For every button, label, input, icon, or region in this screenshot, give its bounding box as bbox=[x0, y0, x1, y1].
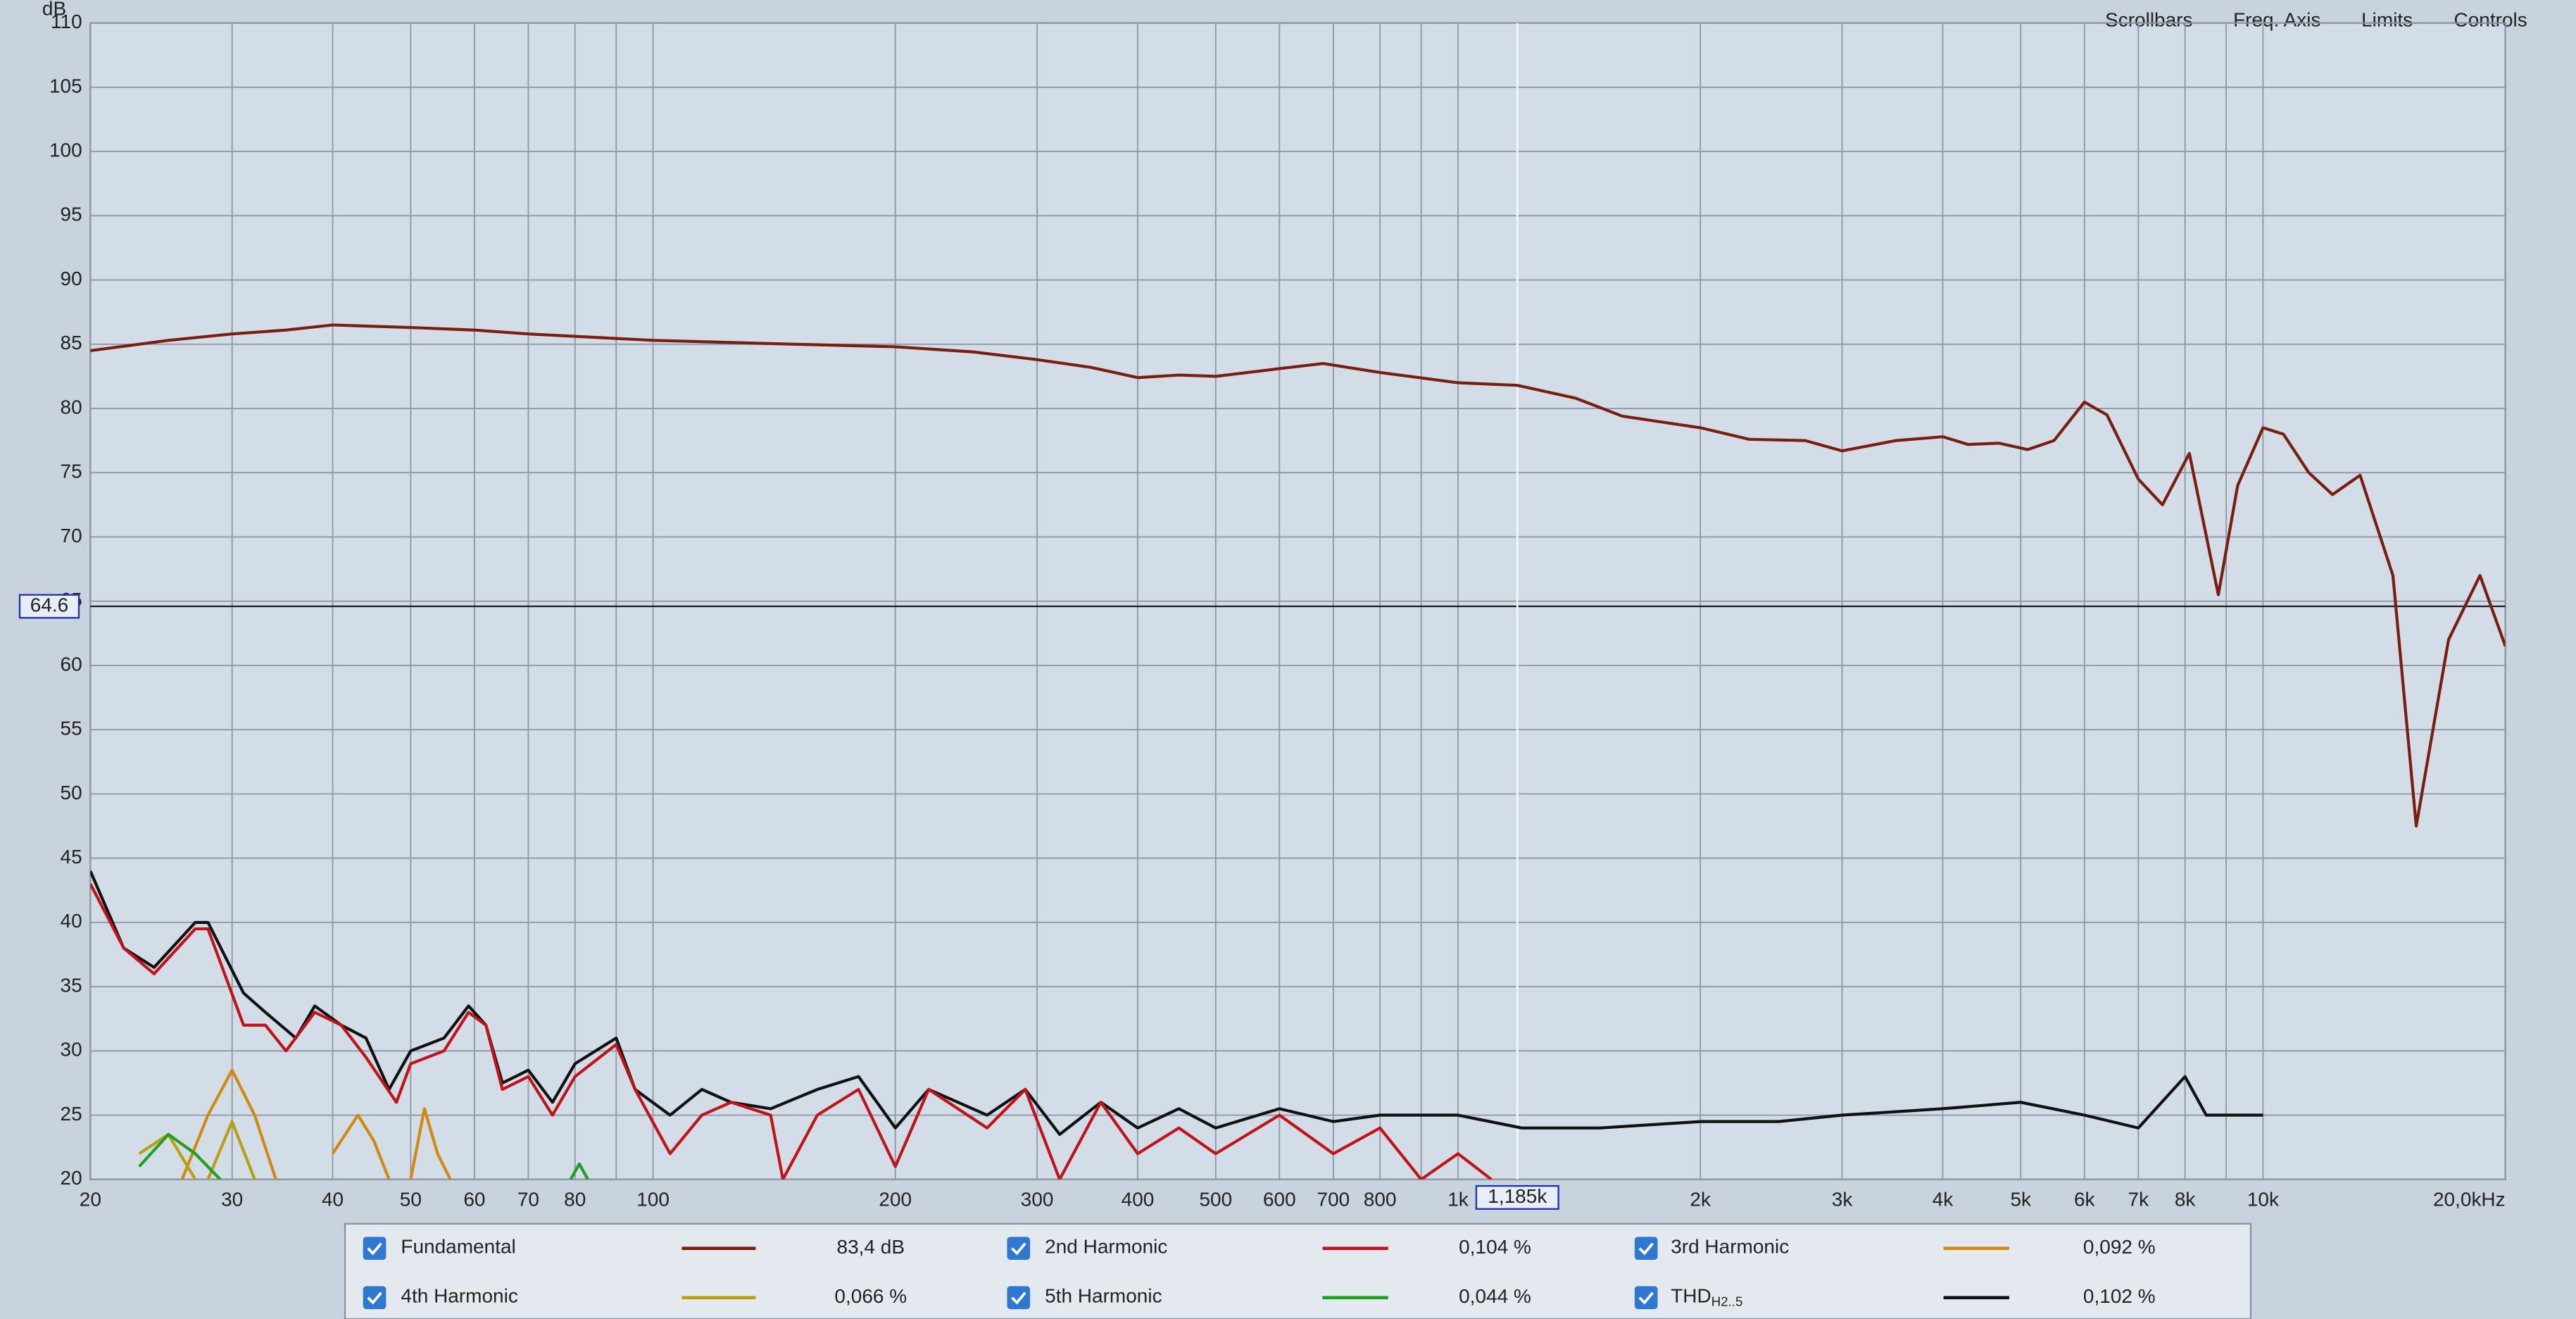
legend-name: 4th Harmonic bbox=[401, 1285, 517, 1307]
x-tick-label: 10k bbox=[2247, 1188, 2280, 1210]
series-line bbox=[180, 1068, 452, 1180]
legend-name: Fundamental bbox=[401, 1236, 515, 1258]
y-unit: dB bbox=[42, 0, 66, 19]
cursor-x-label: 1,185k bbox=[1488, 1185, 1547, 1207]
legend-readout: 0,092 % bbox=[2083, 1236, 2156, 1258]
x-tick-label: 6k bbox=[2074, 1188, 2096, 1210]
x-tick-label: 4k bbox=[1933, 1188, 1954, 1210]
legend-checkbox[interactable] bbox=[363, 1286, 387, 1310]
y-tick-label: 105 bbox=[49, 75, 82, 96]
legend-name: THD bbox=[1671, 1285, 1711, 1307]
x-tick-label: 20 bbox=[80, 1188, 101, 1210]
labels: 2025303540455055606570758085909510010511… bbox=[18, 11, 2506, 1310]
toolbar: Scrollbars Freq. Axis Limits Controls bbox=[2105, 9, 2527, 31]
legend-checkbox[interactable] bbox=[1634, 1237, 1658, 1261]
legend-readout: 0,044 % bbox=[1459, 1285, 1531, 1307]
x-tick-label: 600 bbox=[1263, 1188, 1296, 1210]
cursor-y-label: 64.6 bbox=[30, 594, 68, 615]
x-tick-label: 2k bbox=[1690, 1188, 1711, 1210]
legend bbox=[344, 1223, 2252, 1319]
series-line bbox=[90, 323, 2506, 828]
y-tick-label: 70 bbox=[61, 525, 82, 546]
x-tick-label: 40 bbox=[322, 1188, 344, 1210]
legend-label: Fundamental bbox=[401, 1236, 515, 1258]
y-tick-label: 30 bbox=[61, 1039, 82, 1061]
legend-checkbox[interactable] bbox=[363, 1237, 387, 1261]
toolbar-button[interactable]: Controls bbox=[2454, 9, 2527, 31]
legend-check[interactable] bbox=[1011, 1242, 1026, 1256]
legend-readout: 0,102 % bbox=[2083, 1285, 2156, 1307]
y-tick-label: 55 bbox=[61, 718, 82, 739]
legend-check[interactable] bbox=[1638, 1242, 1654, 1256]
y-tick-label: 40 bbox=[61, 910, 82, 932]
x-tick-label: 400 bbox=[1121, 1188, 1155, 1210]
y-tick-label: 95 bbox=[61, 204, 82, 225]
x-tick-label: 60 bbox=[463, 1188, 485, 1210]
legend-checkbox[interactable] bbox=[1007, 1286, 1031, 1310]
y-tick-label: 50 bbox=[61, 782, 82, 804]
x-tick-label: 20,0kHz bbox=[2433, 1188, 2506, 1210]
legend-label: 2nd Harmonic bbox=[1045, 1236, 1167, 1258]
cursor-x-box bbox=[1475, 1184, 1559, 1210]
x-tick-label: 300 bbox=[1021, 1188, 1054, 1210]
x-tick-label: 200 bbox=[879, 1188, 912, 1210]
y-tick-label: 25 bbox=[61, 1103, 82, 1125]
y-tick-label: 75 bbox=[61, 461, 82, 482]
legend-name: 3rd Harmonic bbox=[1671, 1236, 1789, 1258]
x-tick-label: 800 bbox=[1364, 1188, 1397, 1210]
y-tick-label: 80 bbox=[61, 396, 82, 418]
x-tick-label: 700 bbox=[1317, 1188, 1350, 1210]
x-tick-label: 8k bbox=[2175, 1188, 2197, 1210]
x-tick-label: 1k bbox=[1447, 1188, 1469, 1210]
y-tick-label: 85 bbox=[61, 332, 82, 354]
x-tick-label: 30 bbox=[221, 1188, 243, 1210]
legend-checkbox[interactable] bbox=[1634, 1286, 1658, 1310]
x-tick-label: 500 bbox=[1199, 1188, 1232, 1210]
y-tick-label: 60 bbox=[61, 653, 82, 675]
legend-label: THDH2..5 bbox=[1671, 1285, 1742, 1309]
x-tick-label: 3k bbox=[1832, 1188, 1854, 1210]
legend-readout: 0,104 % bbox=[1459, 1236, 1531, 1258]
y-tick-label: 110 bbox=[51, 11, 82, 32]
x-tick-label: 70 bbox=[517, 1188, 539, 1210]
x-tick-label: 7k bbox=[2128, 1188, 2150, 1210]
legend-check[interactable] bbox=[367, 1292, 382, 1305]
series-line bbox=[90, 883, 1493, 1180]
x-tick-label: 5k bbox=[2010, 1188, 2032, 1210]
toolbar-button[interactable]: Freq. Axis bbox=[2233, 9, 2320, 31]
legend-readout: 0,066 % bbox=[834, 1285, 907, 1307]
y-tick-label: 90 bbox=[61, 268, 82, 289]
series-lines bbox=[90, 323, 2506, 1180]
y-tick-label: 45 bbox=[61, 846, 82, 868]
legend-subscript: H2..5 bbox=[1711, 1294, 1743, 1309]
toolbar-button[interactable]: Scrollbars bbox=[2105, 9, 2192, 31]
legend-name: 2nd Harmonic bbox=[1045, 1236, 1167, 1258]
legend-check[interactable] bbox=[1638, 1292, 1654, 1305]
x-tick-label: 50 bbox=[400, 1188, 422, 1210]
legend-label: 3rd Harmonic bbox=[1671, 1236, 1789, 1258]
legend-check[interactable] bbox=[1011, 1292, 1026, 1305]
legend-readout: 83,4 dB bbox=[837, 1236, 905, 1258]
y-tick-label: 20 bbox=[61, 1167, 82, 1189]
legend-label: 4th Harmonic bbox=[401, 1285, 517, 1307]
legend-checkbox[interactable] bbox=[1007, 1237, 1031, 1261]
legend-label: 5th Harmonic bbox=[1045, 1285, 1162, 1307]
toolbar-button[interactable]: Limits bbox=[2361, 9, 2413, 31]
series-line bbox=[90, 870, 2263, 1136]
y-tick-label: 35 bbox=[61, 974, 82, 996]
cursor-y-box bbox=[18, 594, 80, 619]
x-tick-label: 80 bbox=[564, 1188, 586, 1210]
legend-check[interactable] bbox=[367, 1242, 382, 1256]
legend-name: 5th Harmonic bbox=[1045, 1285, 1162, 1307]
y-tick-label: 100 bbox=[49, 139, 82, 161]
x-tick-label: 100 bbox=[636, 1188, 670, 1210]
series-line bbox=[138, 1132, 589, 1180]
